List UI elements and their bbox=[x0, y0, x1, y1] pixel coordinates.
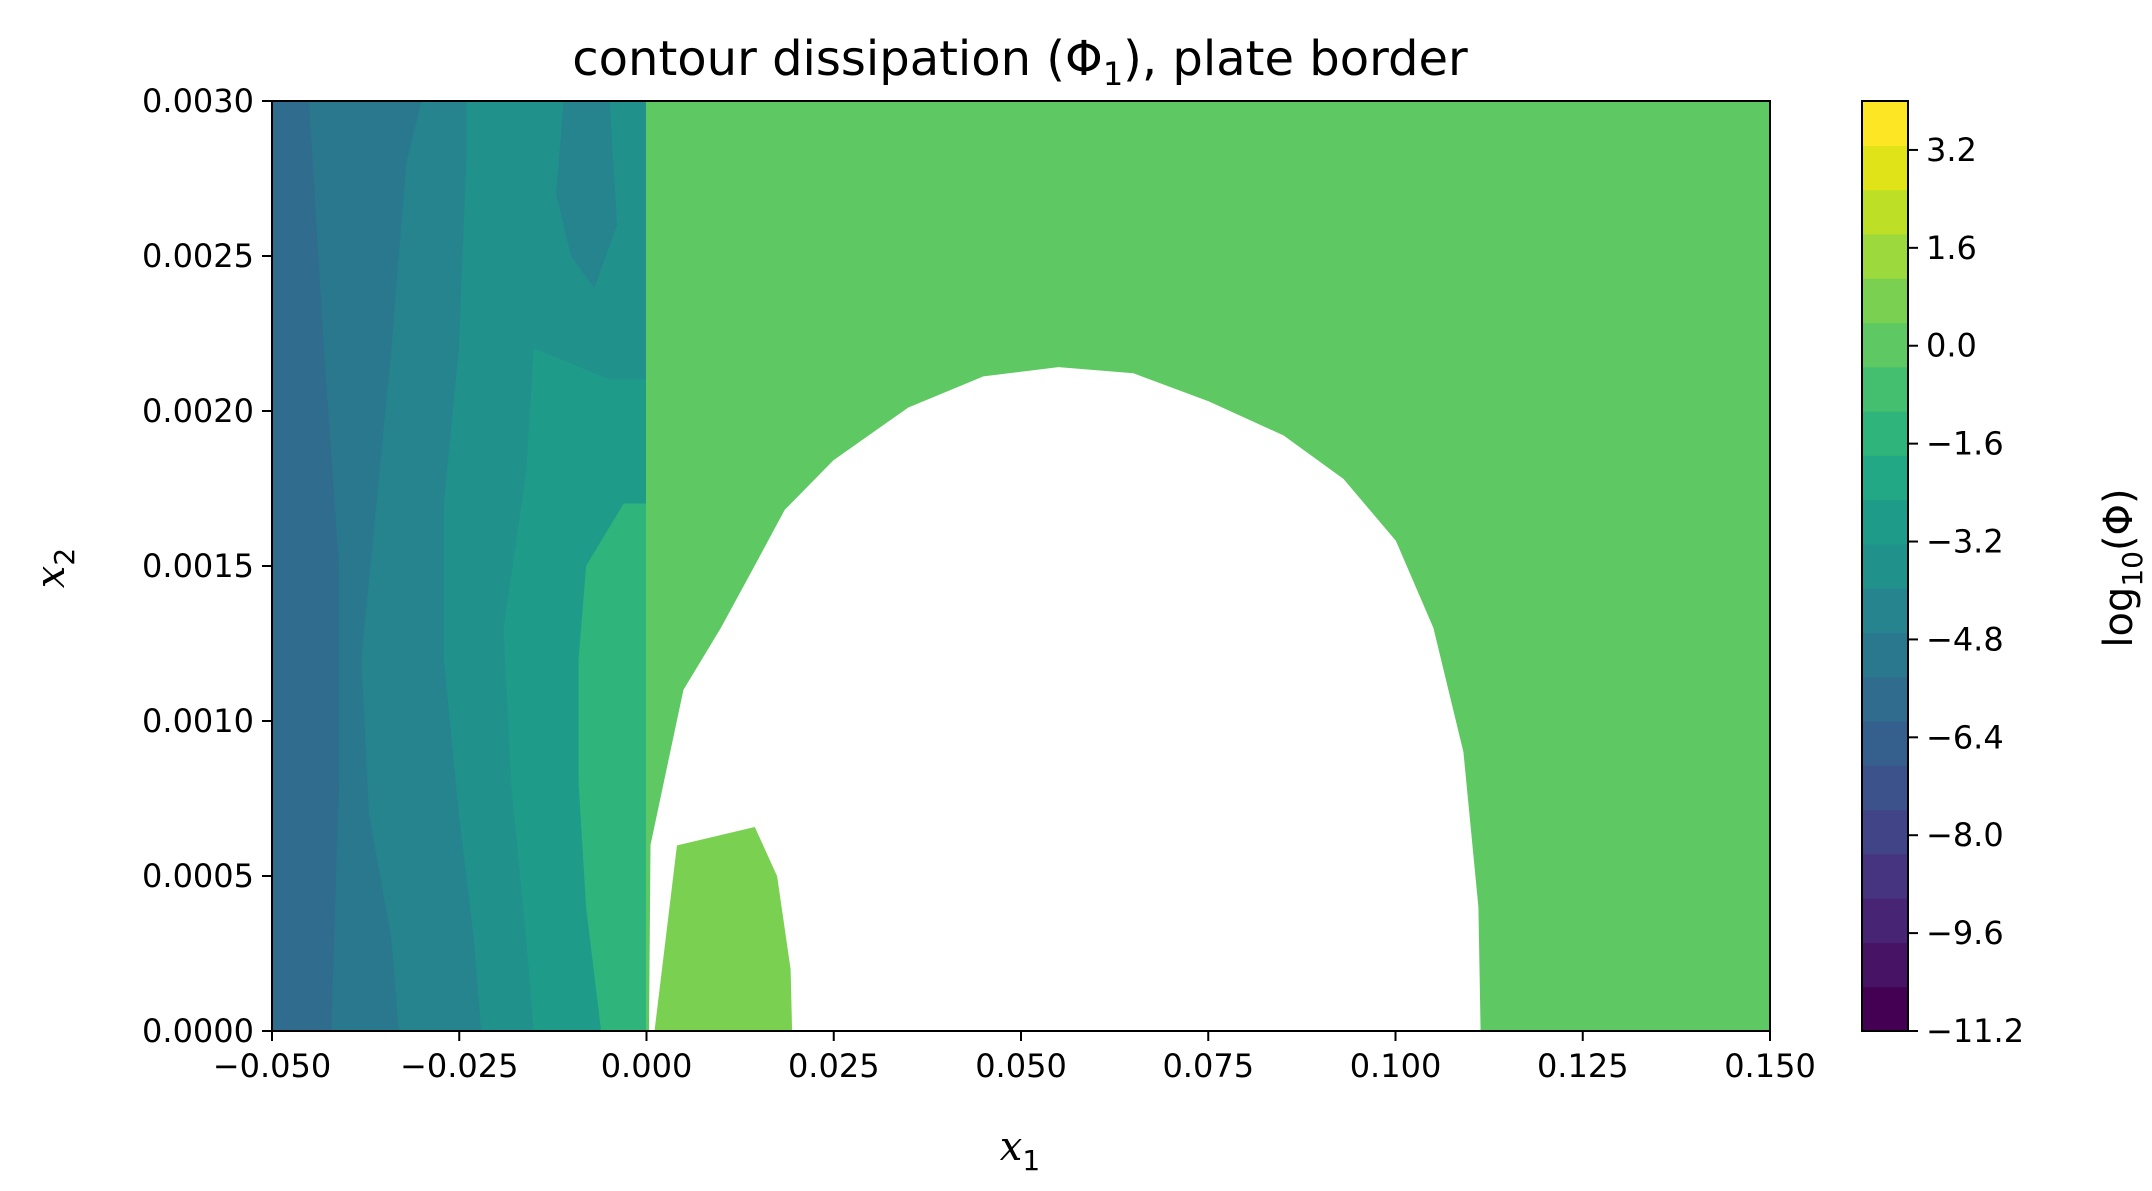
colorbar-segment bbox=[1862, 101, 1908, 146]
y-tick-label: 0.0030 bbox=[142, 82, 254, 120]
y-tick-label: 0.0005 bbox=[142, 857, 254, 895]
y-axis-label-var: x bbox=[28, 566, 74, 589]
y-tick-label: 0.0025 bbox=[142, 237, 254, 275]
x-tick-label: 0.075 bbox=[1162, 1047, 1254, 1085]
x-tick-label: 0.125 bbox=[1537, 1047, 1629, 1085]
x-axis-label-sub: 1 bbox=[1022, 1144, 1040, 1177]
colorbar-segment bbox=[1862, 632, 1908, 678]
x-tick-label: 0.000 bbox=[601, 1047, 693, 1085]
colorbar-segment bbox=[1862, 809, 1908, 855]
colorbar-segment bbox=[1862, 233, 1908, 279]
colorbar-tick-label: −4.8 bbox=[1926, 620, 2004, 658]
colorbar-tick-label: −6.4 bbox=[1926, 718, 2004, 756]
colorbar-segment bbox=[1862, 145, 1908, 191]
colorbar-segment bbox=[1862, 942, 1908, 988]
chart-title-prefix: contour dissipation (Φ bbox=[572, 31, 1103, 87]
colorbar-tick-label: −1.6 bbox=[1926, 425, 2004, 463]
colorbar-tick-label: 0.0 bbox=[1926, 327, 1977, 365]
colorbar-tick-label: −11.2 bbox=[1926, 1012, 2024, 1050]
colorbar-label-sub: 10 bbox=[2116, 551, 2149, 587]
colorbar-segment bbox=[1862, 366, 1908, 412]
chart-title-sub: 1 bbox=[1103, 55, 1123, 93]
colorbar-segment bbox=[1862, 543, 1908, 589]
y-axis: 0.0000 0.0005 0.0010 0.0015 0.0020 0.0025 0.00… bbox=[142, 82, 272, 1050]
colorbar-segment bbox=[1862, 411, 1908, 456]
y-tick-label: 0.0015 bbox=[142, 547, 254, 585]
x-tick-label: −0.050 bbox=[213, 1047, 331, 1085]
colorbar-label-prefix: log bbox=[2096, 587, 2142, 648]
colorbar-segment bbox=[1862, 499, 1908, 545]
x-tick-label: −0.025 bbox=[400, 1047, 518, 1085]
colorbar-segment bbox=[1862, 721, 1908, 766]
x-tick-label: 0.050 bbox=[975, 1047, 1067, 1085]
contour-regions bbox=[272, 101, 1770, 1031]
colorbar-label: log10(Φ) bbox=[2096, 488, 2149, 647]
y-axis-label-sub: 2 bbox=[48, 548, 81, 566]
y-tick-label: 0.0000 bbox=[142, 1012, 254, 1050]
x-tick-label: 0.100 bbox=[1350, 1047, 1442, 1085]
colorbar-segment bbox=[1862, 986, 1908, 1032]
y-tick-label: 0.0010 bbox=[142, 702, 254, 740]
colorbar-label-suffix: (Φ) bbox=[2096, 488, 2142, 551]
x-tick-label: 0.025 bbox=[788, 1047, 880, 1085]
y-tick-label: 0.0020 bbox=[142, 392, 254, 430]
colorbar-frame bbox=[1861, 100, 1909, 1032]
colorbar-segment bbox=[1862, 676, 1908, 722]
plot-area bbox=[271, 100, 1771, 1032]
colorbar-segment bbox=[1862, 898, 1908, 944]
colorbar-tick-label: −9.6 bbox=[1926, 914, 2004, 952]
x-axis: −0.050 −0.025 0.000 0.025 0.050 0.075 0.100 0.1… bbox=[213, 1031, 1816, 1085]
colorbar-segment bbox=[1862, 765, 1908, 811]
colorbar-segment bbox=[1862, 278, 1908, 324]
colorbar-tick-label: 3.2 bbox=[1926, 131, 1977, 169]
x-axis-label-var: x bbox=[1000, 1124, 1023, 1170]
colorbar-segment bbox=[1862, 588, 1908, 634]
colorbar-segment bbox=[1862, 322, 1908, 368]
no-data-hole bbox=[648, 367, 1481, 1031]
chart-title-suffix: ), plate border bbox=[1123, 31, 1468, 87]
colorbar-segment bbox=[1862, 455, 1908, 501]
y-axis-label: x2 bbox=[28, 548, 81, 588]
colorbar-segment bbox=[1862, 189, 1908, 235]
x-tick-label: 0.150 bbox=[1724, 1047, 1816, 1085]
colorbar: −11.2 −9.6 −8.0 −6.4 −4.8 −3.2 −1.6 0.0 1.6 3.2 bbox=[1861, 100, 2024, 1050]
contour-region-upper-notch bbox=[556, 101, 618, 289]
colorbar-tick-label: 1.6 bbox=[1926, 229, 1977, 267]
colorbar-tick-label: −3.2 bbox=[1926, 523, 2004, 561]
colorbar-tick-label: −8.0 bbox=[1926, 816, 2004, 854]
chart-title: contour dissipation (Φ1), plate border bbox=[572, 31, 1468, 93]
colorbar-segment bbox=[1862, 853, 1908, 899]
x-axis-label: x1 bbox=[1000, 1124, 1040, 1177]
